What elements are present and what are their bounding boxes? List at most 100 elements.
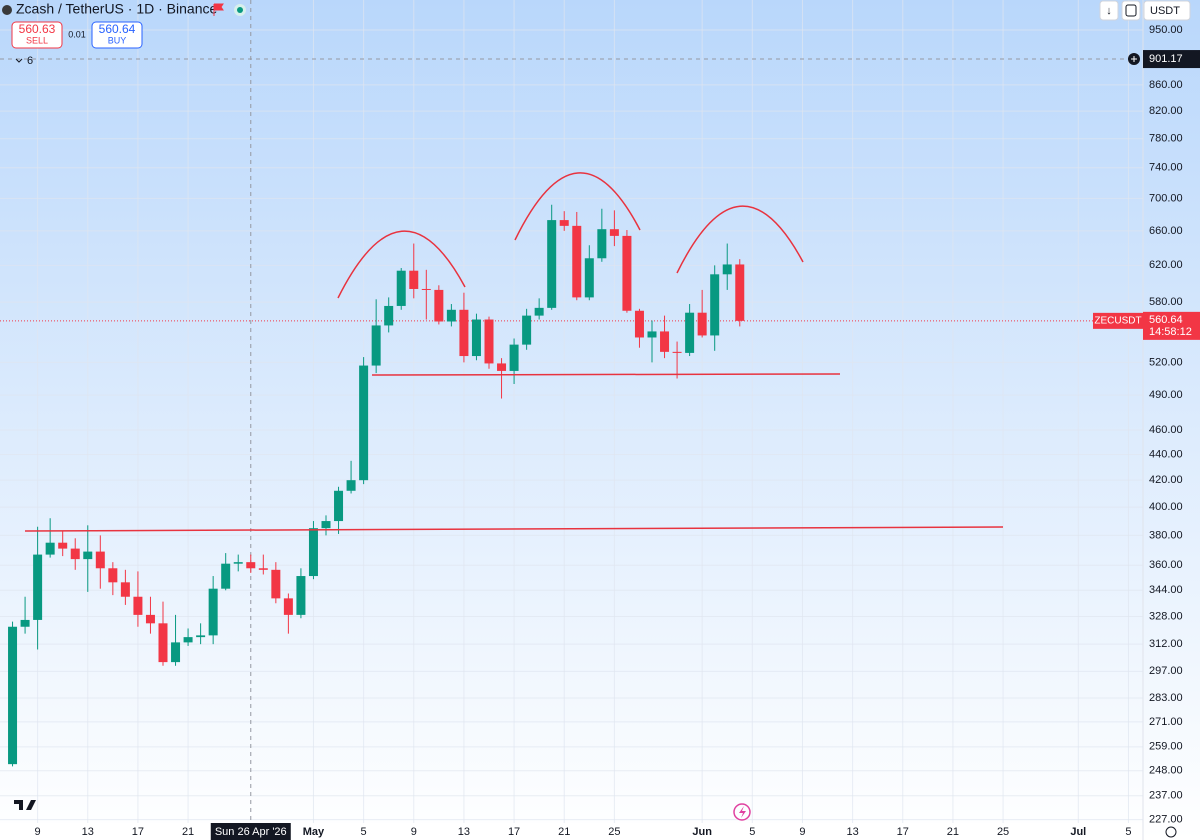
fullscreen-button[interactable] (1121, 0, 1141, 21)
candle-body (95, 551, 105, 569)
candle-body (196, 635, 206, 638)
download-button[interactable] (1099, 0, 1119, 21)
candle-body (58, 542, 68, 549)
x-tick-label: Jun (692, 826, 712, 838)
candle-body (522, 315, 532, 345)
x-tick-label: 9 (411, 826, 417, 838)
x-tick-label: 5 (1125, 826, 1131, 838)
candle-body (459, 309, 469, 357)
candle-body (660, 331, 670, 352)
candle-body (735, 264, 745, 321)
candle-body (409, 270, 419, 289)
time-axis (0, 823, 1143, 840)
y-tick-label: 344.00 (1149, 584, 1183, 596)
x-tick-label: 21 (182, 826, 194, 838)
crosshair-price: 901.17 (1149, 53, 1183, 65)
y-tick-label: 620.00 (1149, 259, 1183, 271)
buy-button[interactable] (91, 21, 143, 49)
y-tick-label: 440.00 (1149, 448, 1183, 460)
candle-body (685, 312, 695, 353)
candle-body (108, 568, 118, 583)
crosshair-date: Sun 26 Apr '26 (215, 826, 287, 838)
y-tick-label: 580.00 (1149, 296, 1183, 308)
x-tick-label: Jul (1070, 826, 1086, 838)
y-tick-label: 520.00 (1149, 356, 1183, 368)
candle-body (158, 623, 168, 663)
candle-body (283, 598, 293, 615)
candle-body (296, 576, 306, 615)
y-tick-label: 283.00 (1149, 692, 1183, 704)
y-tick-label: 780.00 (1149, 133, 1183, 145)
download-icon: ↓ (1106, 5, 1112, 17)
crosshair-date-box (210, 823, 291, 840)
candle-body (45, 542, 55, 555)
sell-price: 560.63 (19, 22, 56, 36)
crosshair (0, 0, 1143, 823)
grid (0, 0, 1143, 823)
head-arc (514, 172, 641, 241)
candle-body (622, 235, 632, 311)
lightning-icon (739, 806, 746, 818)
candle-body (221, 563, 231, 589)
candle-body (597, 229, 607, 259)
lightning-button[interactable] (733, 803, 751, 821)
candle-body (258, 568, 268, 570)
candle-body (334, 490, 344, 522)
currency-button[interactable] (1143, 0, 1191, 21)
last-price-symbol: ZECUSDT (1094, 315, 1141, 326)
fullscreen-icon (1125, 4, 1137, 17)
y-tick-label: 490.00 (1149, 389, 1183, 401)
neckline (371, 373, 841, 376)
candle-body (722, 264, 732, 275)
indicators-count[interactable]: 6 (27, 55, 33, 67)
buy-label: BUY (108, 35, 127, 45)
candle-body (559, 220, 569, 226)
y-tick-label: 248.00 (1149, 765, 1183, 777)
candle-body (346, 480, 356, 491)
buy-price: 560.64 (99, 22, 136, 36)
x-tick-label: May (303, 826, 325, 838)
x-tick-label: 13 (82, 826, 94, 838)
candle-body (246, 562, 256, 569)
symbol-title[interactable]: Zcash / TetherUS · 1D · Binance (16, 1, 217, 17)
y-tick-label: 360.00 (1149, 559, 1183, 571)
left-shoulder-arc (337, 230, 466, 299)
candle-body (171, 642, 181, 663)
candle-body (396, 270, 406, 306)
axis-labels: 950.00 860.00 820.00 780.00 740.00 700.00 660.… (35, 24, 1200, 840)
y-tick-label: 700.00 (1149, 192, 1183, 204)
y-tick-label: 400.00 (1149, 501, 1183, 513)
y-tick-label: 312.00 (1149, 638, 1183, 650)
candle-body (120, 582, 130, 597)
y-tick-label: 259.00 (1149, 741, 1183, 753)
candle-body (421, 288, 431, 290)
candle-body (308, 528, 318, 577)
last-price-symbol-box (1093, 312, 1143, 329)
y-tick-label: 660.00 (1149, 225, 1183, 237)
y-tick-label: 740.00 (1149, 162, 1183, 174)
candle-body (183, 637, 193, 643)
last-price: 560.64 (1149, 314, 1183, 326)
flag-icon[interactable] (213, 3, 224, 16)
candle-body (497, 363, 507, 371)
x-tick-label: 25 (608, 826, 620, 838)
last-price-box (1143, 311, 1200, 340)
y-tick-label: 328.00 (1149, 610, 1183, 622)
candle-body (509, 344, 519, 371)
candle-body (208, 588, 218, 636)
right-shoulder-arc (676, 205, 804, 274)
candles (8, 204, 745, 767)
x-tick-label: 25 (997, 826, 1009, 838)
candle-body (634, 310, 644, 338)
candle-body (20, 619, 30, 627)
candle-body (145, 614, 155, 624)
x-tick-label: 5 (361, 826, 367, 838)
candle-body (547, 220, 557, 308)
tradingview-logo[interactable] (14, 800, 36, 810)
collapse-icon[interactable] (15, 58, 23, 63)
settings-button[interactable] (1165, 826, 1177, 838)
sell-button[interactable] (11, 21, 63, 49)
x-tick-label: 9 (799, 826, 805, 838)
candle-body (271, 569, 281, 599)
support-line (24, 526, 1004, 532)
